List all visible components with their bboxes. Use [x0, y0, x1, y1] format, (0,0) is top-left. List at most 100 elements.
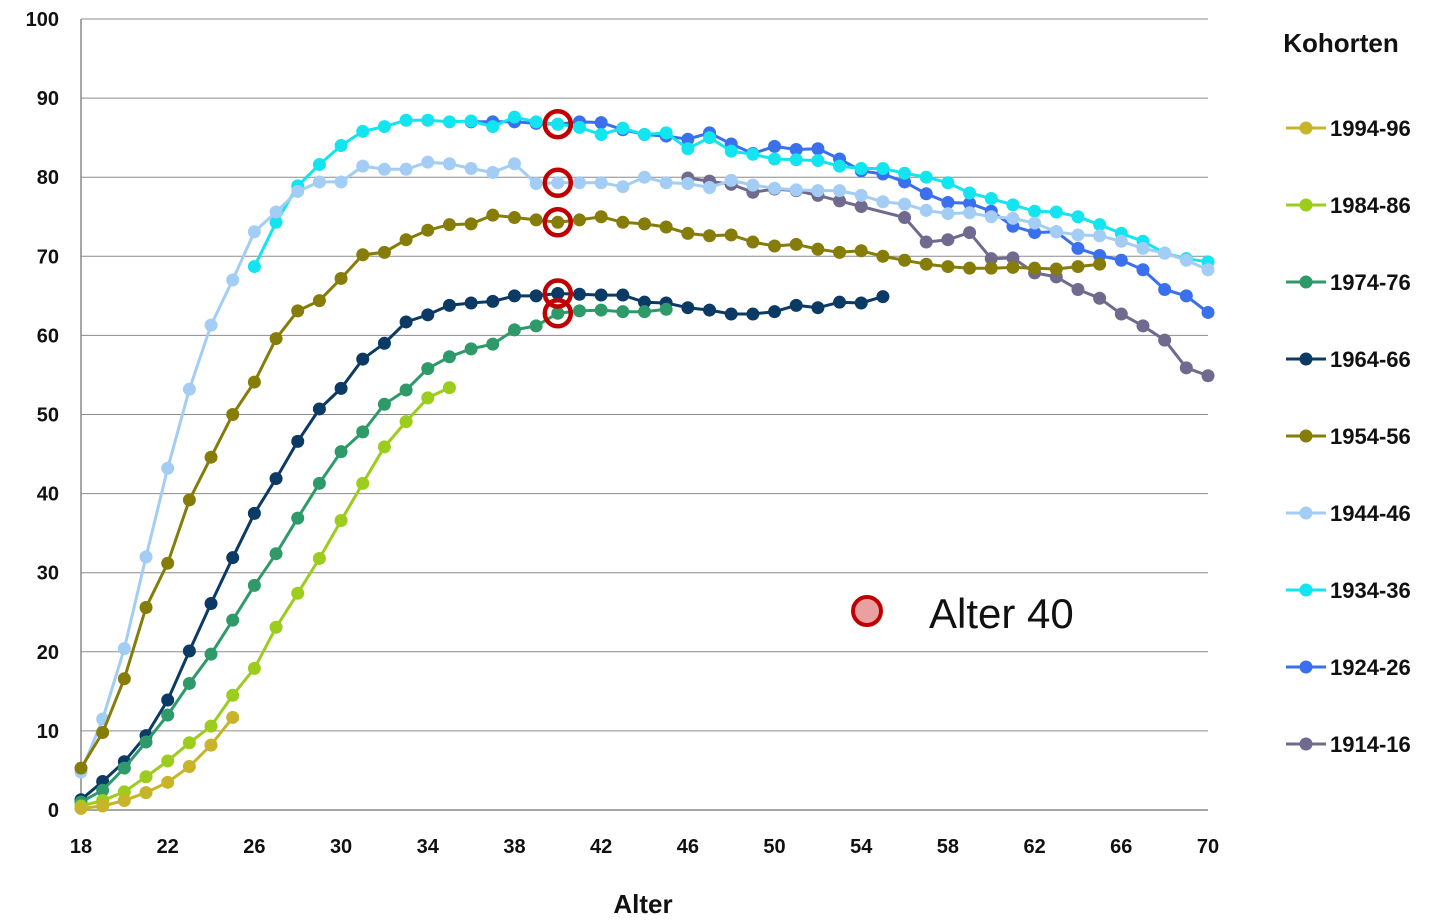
data-point [139, 601, 153, 615]
data-point [746, 235, 760, 249]
legend-item: 1994-96 [1286, 116, 1411, 141]
legend: 1994-96 1984-86 1974-76 1964-66 1954-56 1944-… [1286, 116, 1411, 757]
data-point [507, 211, 521, 225]
data-point [681, 177, 695, 191]
data-point [876, 195, 890, 209]
data-point [789, 183, 803, 197]
legend-marker [1299, 121, 1313, 135]
data-point [789, 143, 803, 157]
y-tick-label: 30 [37, 563, 59, 585]
data-point [442, 381, 456, 395]
data-point [356, 248, 370, 262]
data-point [247, 225, 261, 239]
data-point [854, 199, 868, 213]
data-point [334, 445, 348, 459]
legend-label: 1934-36 [1330, 578, 1411, 603]
data-point [833, 295, 847, 309]
data-point [984, 192, 998, 206]
data-point [226, 688, 240, 702]
data-point [442, 298, 456, 312]
x-tick-label: 18 [70, 836, 92, 858]
data-point [898, 211, 912, 225]
data-point [529, 319, 543, 333]
x-tick-label: 38 [503, 836, 525, 858]
x-tick-labels: 18 22 26 30 34 38 42 46 50 54 58 62 66 70 [70, 836, 1219, 858]
legend-label: 1954-56 [1330, 424, 1411, 449]
data-point [1071, 260, 1085, 274]
y-tick-label: 10 [37, 721, 59, 743]
data-point [464, 217, 478, 231]
data-point [421, 391, 435, 405]
series-1944-46 [74, 155, 1215, 779]
data-point [356, 124, 370, 138]
legend-label: 1994-96 [1330, 116, 1411, 141]
data-point [1158, 283, 1172, 297]
y-tick-label: 40 [37, 484, 59, 506]
data-point [291, 184, 305, 198]
data-point [182, 644, 196, 658]
data-point [312, 551, 326, 565]
data-point [724, 144, 738, 158]
data-point [226, 710, 240, 724]
data-point [1114, 307, 1128, 321]
highlight-marker [542, 298, 574, 329]
data-point [768, 152, 782, 166]
highlight-marker [542, 278, 574, 309]
data-point [616, 288, 630, 302]
series-line [80, 292, 884, 801]
data-point [334, 381, 348, 395]
data-point [377, 440, 391, 454]
annotation: Alter 40 [851, 590, 1074, 637]
data-point [551, 176, 565, 190]
data-point [1093, 218, 1107, 232]
data-point [703, 131, 717, 145]
data-point [1071, 228, 1085, 242]
legend-label: 1944-46 [1330, 501, 1411, 526]
data-point [681, 132, 695, 146]
data-point [312, 158, 326, 172]
data-point [551, 215, 565, 229]
data-point [356, 425, 370, 439]
data-point [421, 155, 435, 169]
data-point [204, 450, 218, 464]
data-point [421, 308, 435, 322]
data-point [898, 253, 912, 267]
data-point [1071, 283, 1085, 297]
data-point [963, 261, 977, 275]
data-point [139, 786, 153, 800]
series-line [79, 213, 1100, 769]
data-point [1049, 225, 1063, 239]
x-tick-label: 58 [937, 836, 959, 858]
x-tick-label: 42 [590, 836, 612, 858]
data-point [1179, 253, 1193, 267]
annotation-label: Alter 40 [929, 590, 1074, 637]
data-point [811, 301, 825, 315]
data-point [1093, 229, 1107, 243]
data-point [464, 342, 478, 356]
data-point [529, 115, 543, 129]
y-tick-label: 80 [37, 167, 59, 189]
y-tick-labels: 0 10 20 30 40 50 60 70 80 90 100 [26, 9, 59, 822]
data-point [117, 672, 131, 686]
data-point [833, 194, 847, 208]
data-point [768, 239, 782, 253]
data-point [984, 252, 998, 266]
gridlines [81, 18, 1208, 732]
y-tick-label: 20 [37, 642, 59, 664]
x-tick-label: 22 [157, 836, 179, 858]
data-point [442, 218, 456, 232]
data-point [572, 120, 586, 134]
x-tick-label: 66 [1110, 836, 1132, 858]
data-point [551, 117, 565, 131]
data-point [724, 307, 738, 321]
data-point [377, 120, 391, 134]
data-point [572, 213, 586, 227]
data-point [789, 153, 803, 167]
data-point [638, 295, 651, 309]
data-point [1114, 253, 1128, 267]
data-point [161, 461, 175, 475]
data-point [616, 180, 630, 194]
data-point [356, 159, 370, 173]
data-point [919, 187, 933, 201]
data-point [1093, 291, 1107, 305]
